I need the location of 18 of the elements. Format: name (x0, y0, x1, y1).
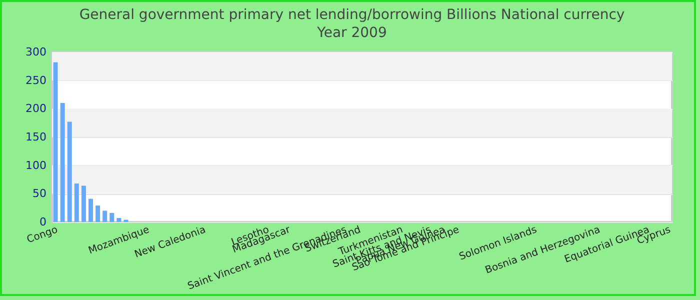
bar (74, 183, 79, 222)
bar (53, 62, 58, 222)
y-tick-label: 200 (26, 102, 46, 116)
bar (67, 122, 72, 222)
bar (110, 212, 114, 222)
y-tick-label: 50 (32, 187, 46, 200)
bar (116, 218, 122, 222)
y-tick-label: 300 (26, 46, 46, 58)
bar (81, 186, 86, 222)
y-tick-label: 250 (26, 74, 46, 87)
bar (88, 198, 93, 222)
bar (96, 206, 100, 222)
y-tick-label: 100 (26, 158, 46, 172)
chart-subtitle: Year 2009 (316, 25, 387, 41)
y-tick-label: 150 (26, 130, 46, 144)
bar (60, 103, 65, 222)
bar (102, 210, 108, 222)
chart-title: General government primary net lending/borrowing Billions National currency (79, 7, 625, 23)
